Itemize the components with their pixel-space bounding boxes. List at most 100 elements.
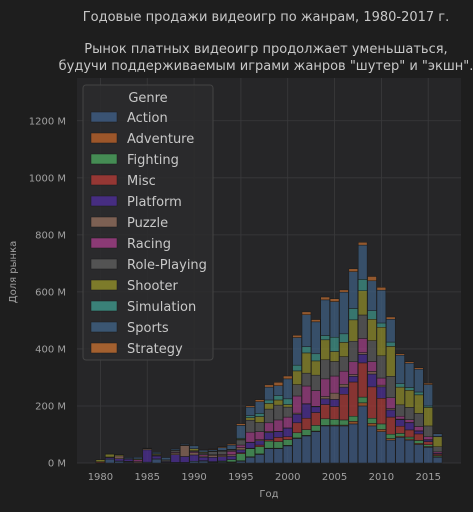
bar-segment <box>377 424 386 429</box>
bar-segment <box>358 338 367 352</box>
bar-segment <box>302 353 311 373</box>
bar-segment <box>414 434 423 441</box>
bar-segment <box>293 414 302 423</box>
bar-segment <box>358 279 367 290</box>
bar-segment <box>255 432 264 440</box>
bar-segment <box>236 424 245 426</box>
bar-segment <box>265 423 274 432</box>
x-tick-label: 1980 <box>88 472 113 483</box>
bar-segment <box>246 432 255 442</box>
legend-entry: Sports <box>127 321 169 336</box>
bar-segment <box>377 327 386 356</box>
bar-segment <box>396 420 405 427</box>
bar-segment <box>246 449 255 457</box>
bar-segment <box>105 459 114 463</box>
bar-segment <box>396 416 405 419</box>
bar-segment <box>274 442 283 449</box>
bar-segment <box>227 460 236 462</box>
chart-subtitle-line-2: будучи поддерживаемым играми жанров "шут… <box>59 59 473 74</box>
bar-segment <box>330 407 339 420</box>
bar-segment <box>424 447 433 463</box>
bar-segment <box>311 407 320 413</box>
bar-segment <box>302 373 311 386</box>
legend-entry: Action <box>127 111 168 126</box>
y-tick-label: 0 M <box>48 459 66 470</box>
bar-segment <box>171 449 180 450</box>
bar-segment <box>283 376 292 379</box>
bar-segment <box>265 403 274 409</box>
bar-segment <box>255 423 264 432</box>
legend-title: Genre <box>128 91 167 106</box>
bar-segment <box>321 405 330 419</box>
bar-segment <box>433 437 442 447</box>
bar-segment <box>255 447 264 454</box>
bar-segment <box>236 450 245 453</box>
bar-segment <box>433 434 442 437</box>
bar-segment <box>199 457 208 460</box>
bar-segment <box>171 450 180 452</box>
bar-segment <box>358 397 367 403</box>
bar-segment <box>255 400 264 402</box>
bar-segment <box>311 432 320 463</box>
bar-segment <box>349 269 358 272</box>
legend-swatch <box>91 175 117 185</box>
chart-subtitle-line-1: Рынок платных видеоигр продолжает уменьш… <box>84 42 447 57</box>
legend-entry: Racing <box>127 237 171 252</box>
bar-segment <box>311 354 320 361</box>
legend-swatch <box>91 154 117 164</box>
legend-swatch <box>91 343 117 353</box>
bar-segment <box>152 459 161 463</box>
bar-segment <box>190 455 199 461</box>
bar-segment <box>115 461 124 463</box>
bar-segment <box>339 334 348 343</box>
bar-segment <box>208 452 217 455</box>
bar-segment <box>358 291 367 315</box>
bar-segment <box>311 361 320 375</box>
legend-entry: Platform <box>127 195 182 210</box>
bar-segment <box>293 433 302 438</box>
bar-segment <box>414 440 423 443</box>
y-tick-label: 1000 M <box>29 173 66 184</box>
bar-segment <box>358 406 367 463</box>
chart-title: Годовые продажи видеоигр по жанрам, 1980… <box>83 10 450 25</box>
bar-segment <box>190 446 199 449</box>
bar-segment <box>424 385 433 406</box>
bar-segment <box>302 315 311 347</box>
legend-entry: Puzzle <box>127 216 168 231</box>
bar-segment <box>405 407 414 419</box>
x-tick-label: 2005 <box>322 472 347 483</box>
bar-segment <box>358 363 367 397</box>
bar-segment <box>368 276 377 280</box>
bar-segment <box>255 445 264 447</box>
bar-segment <box>293 438 302 463</box>
bar-segment <box>358 242 367 245</box>
bar-segment <box>311 322 320 354</box>
bar-segment <box>339 387 348 394</box>
legend-entry: Role-Playing <box>127 258 207 273</box>
bar-segment <box>368 311 377 320</box>
bar-segment <box>265 400 274 403</box>
bar-segment <box>265 432 274 439</box>
bar-segment <box>349 308 358 319</box>
bar-segment <box>236 461 245 463</box>
legend-entry: Fighting <box>127 153 179 168</box>
bar-segment <box>368 387 377 418</box>
bar-segment <box>330 376 339 393</box>
bar-segment <box>368 426 377 463</box>
bar-segment <box>302 436 311 463</box>
bar-segment <box>386 346 395 376</box>
bar-segment <box>302 386 311 404</box>
bar-segment <box>302 418 311 429</box>
bar-segment <box>208 457 217 461</box>
bar-segment <box>433 457 442 463</box>
bar-segment <box>255 402 264 414</box>
bar-segment <box>396 354 405 355</box>
bar-segment <box>358 315 367 338</box>
bar-segment <box>377 385 386 387</box>
bar-segment <box>190 453 199 455</box>
bar-segment <box>424 426 433 437</box>
bar-segment <box>171 455 180 463</box>
bar-segment <box>358 245 367 279</box>
bar-segment <box>293 335 302 337</box>
bar-segment <box>302 347 311 353</box>
